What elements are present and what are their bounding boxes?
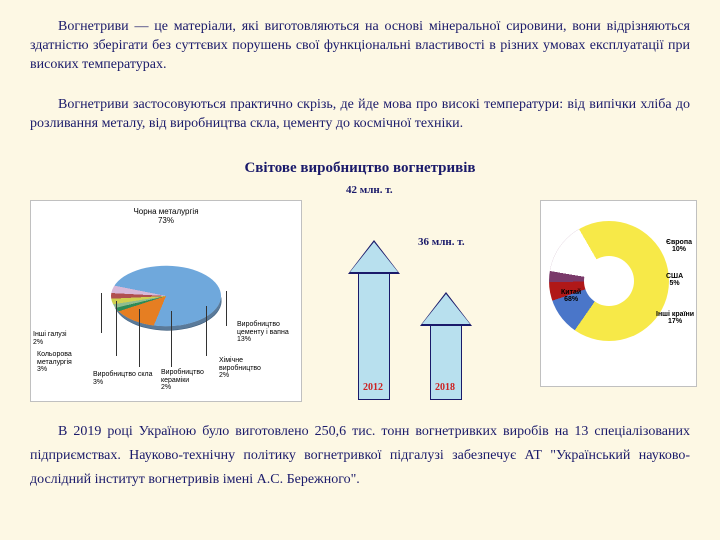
production-arrow: 2012	[358, 240, 390, 400]
arrow-head-fill	[422, 294, 470, 324]
intro-paragraph-1: Вогнетриви — це матеріали, які виготовля…	[30, 18, 690, 75]
donut-chart: Китай68% Європа10% США5% Інші країни17%	[540, 200, 697, 387]
pie-leader	[101, 293, 102, 333]
section-heading: Світове виробництво вогнетривів	[0, 160, 720, 177]
pie-slice-label: Виробництво скла3%	[93, 371, 152, 386]
intro-paragraph-2: Вогнетриви застосовуються практично скрі…	[30, 96, 690, 134]
pie-main-pct: 73%	[158, 216, 174, 225]
arrow-year: 2012	[358, 383, 388, 392]
arrow-value-label: 36 млн. т.	[418, 236, 465, 248]
pie-leader	[171, 311, 172, 367]
production-arrow: 2018	[430, 292, 462, 400]
pie-leader	[206, 306, 207, 356]
closing-paragraph: В 2019 році Україною було виготовлено 25…	[30, 420, 690, 491]
pie-disc	[102, 261, 229, 331]
pie-slice-label: Виробництвоцементу і вапна13%	[237, 321, 289, 344]
pie-slice-label: Хімічневиробництво2%	[219, 357, 261, 380]
pie-leader	[116, 301, 117, 356]
pie-slice-label: Інші галузі2%	[33, 331, 67, 346]
arrow-shaft	[358, 272, 390, 400]
arrow-year: 2018	[430, 383, 460, 392]
pie-leader	[226, 291, 227, 326]
donut-seg-label: Європа10%	[666, 239, 692, 254]
donut-seg-label: США5%	[666, 273, 683, 288]
donut-seg-label: Інші країни17%	[656, 311, 694, 326]
donut-seg-label: Китай68%	[561, 289, 581, 304]
pie-slice-label: Кольороваметалургія3%	[37, 351, 72, 374]
pie-leader	[139, 309, 140, 367]
pie-chart: Чорна металургія 73% Інші галузі2% Кольор…	[30, 200, 302, 402]
arrow-head-fill	[350, 242, 398, 272]
arrow-value-label: 42 млн. т.	[346, 184, 393, 196]
pie-main-label: Чорна металургія 73%	[31, 207, 301, 225]
donut-hole	[584, 256, 634, 306]
pie-slice-label: Виробництвокераміки2%	[161, 369, 204, 392]
pie-main-text: Чорна металургія	[133, 207, 198, 216]
